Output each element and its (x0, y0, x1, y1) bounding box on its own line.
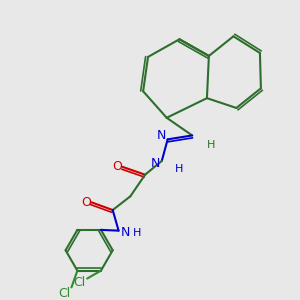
Text: H: H (175, 164, 184, 174)
Text: H: H (207, 140, 215, 150)
Text: N: N (151, 158, 160, 170)
Text: H: H (133, 228, 142, 238)
Text: Cl: Cl (73, 276, 86, 289)
Text: Cl: Cl (58, 287, 71, 300)
Text: N: N (121, 226, 130, 239)
Text: O: O (81, 196, 91, 209)
Text: O: O (113, 160, 122, 173)
Text: N: N (157, 129, 167, 142)
